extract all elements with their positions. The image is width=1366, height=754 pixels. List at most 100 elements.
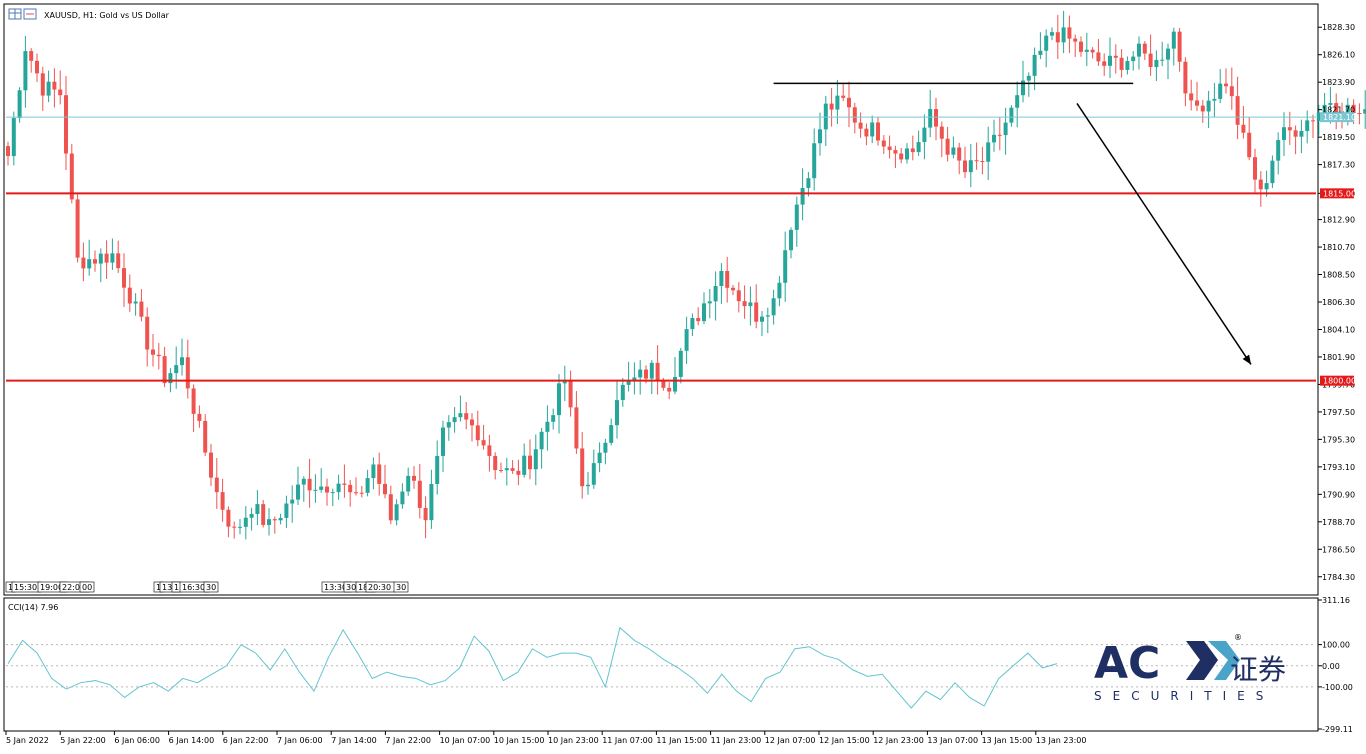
candle-body bbox=[1345, 104, 1350, 116]
candle bbox=[464, 402, 469, 430]
candle bbox=[516, 459, 521, 486]
candle bbox=[673, 356, 677, 395]
candle bbox=[319, 468, 324, 493]
candle-body bbox=[1113, 55, 1118, 58]
candle bbox=[510, 460, 515, 474]
candle bbox=[388, 485, 393, 525]
candle bbox=[290, 485, 295, 523]
candle bbox=[145, 307, 150, 367]
candle-body bbox=[243, 517, 248, 527]
chart-window-icon[interactable] bbox=[8, 8, 22, 20]
candle bbox=[1218, 69, 1223, 104]
candle-body bbox=[713, 286, 718, 302]
candle-body bbox=[1032, 54, 1037, 76]
candle bbox=[609, 418, 614, 446]
candle-body bbox=[852, 107, 857, 123]
candle-body bbox=[1363, 109, 1366, 114]
candle-body bbox=[980, 161, 985, 163]
candle-body bbox=[133, 301, 138, 304]
candle-body bbox=[667, 387, 672, 392]
candle-body bbox=[17, 90, 22, 119]
candle-body bbox=[40, 73, 45, 96]
axis-layer: 1828.30 1826.10 1823.90 1821.70 1819.50 1817.… bbox=[5, 23, 1356, 745]
candle bbox=[823, 95, 828, 147]
candle-body bbox=[151, 349, 155, 355]
symbol-toggle-icon[interactable] bbox=[23, 8, 37, 20]
x-tick-label: 6 Jan 14:00 bbox=[169, 736, 215, 745]
candle bbox=[336, 474, 341, 500]
candle-body bbox=[64, 95, 68, 154]
candle bbox=[11, 111, 16, 166]
candle-body bbox=[835, 95, 840, 110]
label-row-text: 00 bbox=[82, 583, 92, 592]
candle-body bbox=[23, 51, 28, 91]
candle-body bbox=[6, 146, 10, 157]
forecast-arrow-head bbox=[1242, 354, 1251, 365]
cci-label: CCI(14) 7.96 bbox=[8, 603, 58, 612]
candle-body bbox=[1067, 27, 1072, 39]
candle-body bbox=[1258, 179, 1263, 190]
logo-main-text: AC bbox=[1094, 638, 1160, 689]
candle bbox=[93, 250, 97, 272]
candle-body bbox=[493, 455, 498, 471]
candle-body bbox=[156, 354, 161, 357]
candle-body bbox=[690, 318, 695, 330]
candle-body bbox=[1079, 41, 1083, 52]
candle-body bbox=[1189, 93, 1194, 101]
candle bbox=[446, 415, 451, 441]
logo-registered-mark: ® bbox=[1234, 633, 1242, 642]
price-panel-frame bbox=[3, 3, 1319, 596]
label-row-text: 15:30 bbox=[14, 583, 37, 592]
candle bbox=[441, 420, 445, 473]
price-tick-label: 1804.10 bbox=[1322, 325, 1355, 334]
price-tick-label: 1819.50 bbox=[1322, 133, 1355, 142]
candle bbox=[876, 117, 880, 146]
candle bbox=[580, 432, 585, 499]
candle bbox=[1363, 90, 1366, 129]
candle-body bbox=[1195, 100, 1199, 106]
candle bbox=[1003, 107, 1008, 155]
candle-body bbox=[968, 160, 973, 173]
label-row-text: 20:30 bbox=[368, 583, 391, 592]
candle bbox=[1293, 125, 1298, 155]
candle bbox=[922, 114, 927, 160]
candle bbox=[220, 478, 225, 522]
candle bbox=[1206, 90, 1211, 128]
candle-body bbox=[696, 318, 701, 322]
candle bbox=[487, 434, 492, 472]
candle bbox=[719, 263, 724, 304]
candle bbox=[377, 452, 382, 496]
candle-body bbox=[1142, 43, 1147, 54]
candle bbox=[203, 414, 208, 456]
candle-body bbox=[591, 463, 596, 485]
candle bbox=[1212, 83, 1217, 118]
candle bbox=[1166, 43, 1170, 80]
candle-body bbox=[499, 470, 503, 472]
candle bbox=[29, 48, 34, 73]
candle bbox=[417, 463, 422, 519]
candle bbox=[284, 495, 289, 528]
price-tick-label: 1817.30 bbox=[1322, 161, 1355, 170]
price-layer bbox=[6, 10, 1366, 540]
candle bbox=[707, 289, 712, 319]
candle bbox=[499, 462, 503, 473]
candle-body bbox=[1003, 122, 1008, 136]
candle-body bbox=[174, 365, 179, 374]
candle-body bbox=[1108, 55, 1112, 66]
candle-body bbox=[1224, 83, 1228, 87]
candle bbox=[910, 135, 915, 161]
price-tick-label: 1826.10 bbox=[1322, 51, 1355, 60]
candle bbox=[122, 253, 126, 307]
candle bbox=[267, 508, 271, 536]
candle-body bbox=[899, 153, 904, 160]
candle-body bbox=[1137, 43, 1141, 57]
candle bbox=[98, 248, 103, 283]
candle bbox=[133, 293, 138, 316]
candle bbox=[116, 240, 121, 273]
candle-body bbox=[290, 499, 295, 504]
candle-body bbox=[887, 146, 892, 151]
label-row-text: 22:00 bbox=[62, 583, 85, 592]
candle-body bbox=[1322, 104, 1327, 113]
